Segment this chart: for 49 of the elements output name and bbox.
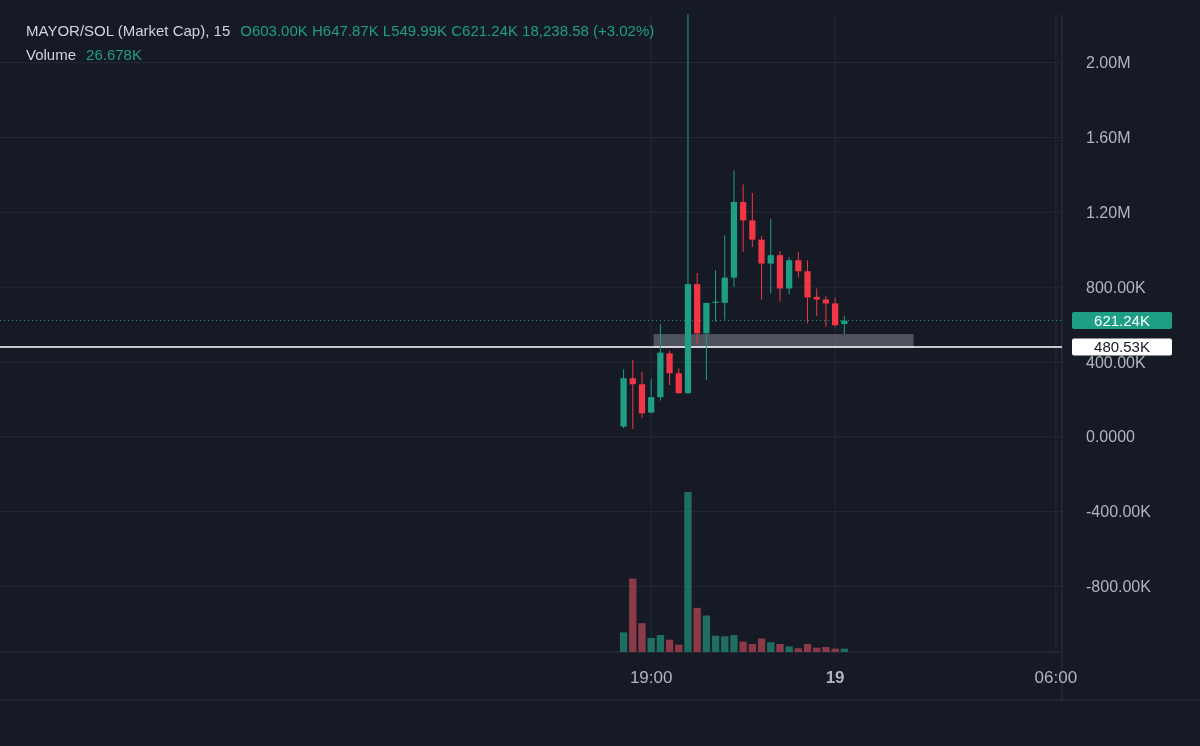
x-tick-label: 06:00	[1034, 667, 1078, 687]
bar	[656, 635, 665, 652]
bar	[776, 644, 784, 652]
candlestick	[648, 378, 655, 414]
bar	[619, 632, 628, 652]
bar	[675, 644, 683, 652]
x-tick-label: 19:00	[629, 667, 673, 687]
y-tick-label: 400.00K	[1086, 353, 1146, 371]
bar	[629, 578, 637, 652]
bar	[785, 646, 793, 652]
candlestick	[749, 192, 756, 248]
candlestick	[740, 183, 747, 253]
candlestick	[832, 297, 839, 328]
x-tick-label: 19	[825, 667, 845, 687]
bar	[730, 635, 738, 652]
bar	[711, 635, 720, 652]
annotation: 26.678K	[86, 46, 142, 63]
ref-line-label: 480.53K	[1094, 338, 1150, 356]
bar	[647, 637, 655, 652]
y-tick-label: -800.00K	[1086, 578, 1152, 596]
y-tick-label: 0.0000	[1086, 428, 1136, 446]
bar	[702, 615, 711, 652]
bar	[693, 607, 701, 652]
candlestick	[758, 235, 765, 301]
candlestick	[675, 367, 682, 394]
y-tick-label: 1.60M	[1086, 129, 1131, 147]
y-tick-label: 1.20M	[1086, 203, 1131, 221]
y-tick-label: 2.00M	[1086, 54, 1131, 72]
candlestick	[795, 251, 802, 279]
bar	[757, 638, 766, 652]
bar	[665, 639, 674, 652]
ref-line-label: 621.24K	[1094, 311, 1150, 329]
bar	[794, 648, 803, 652]
bar	[803, 644, 812, 652]
candlestick	[813, 287, 820, 317]
y-tick-label: -400.00K	[1086, 503, 1152, 521]
bar	[739, 641, 747, 652]
text: MAYOR/SOL (Market Cap), 15	[26, 22, 231, 39]
bar	[748, 644, 757, 652]
bar	[721, 636, 729, 652]
bar	[684, 492, 692, 652]
y-tick-label: 800.00K	[1086, 278, 1146, 296]
candlestick	[629, 359, 636, 430]
annotation: Volume	[26, 46, 77, 63]
bar	[638, 623, 646, 652]
candlestick	[666, 350, 673, 386]
text: O603.00K H647.87K L549.99K C621.24K 18,238.58 (+3.02%)	[240, 22, 655, 39]
candlestick	[767, 218, 774, 295]
bar	[767, 642, 775, 652]
